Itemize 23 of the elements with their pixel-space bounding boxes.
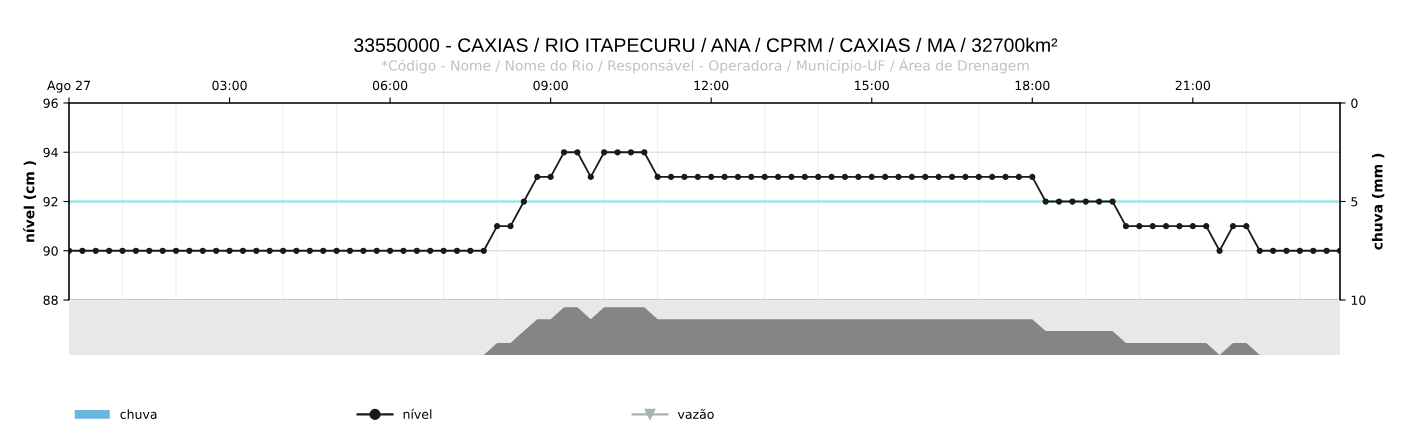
legend-label: vazão bbox=[677, 409, 714, 419]
x-tick-label: 15:00 bbox=[855, 80, 889, 91]
x-tick-label: 21:00 bbox=[1175, 80, 1211, 91]
x-tick-label: 18:00 bbox=[1015, 80, 1050, 91]
y2-tick-label: 10 bbox=[1351, 295, 1366, 305]
y2-tick-label: 0 bbox=[1351, 98, 1358, 108]
y-tick-label: 96 bbox=[43, 98, 58, 108]
chart-subtitle: *Código - Nome / Nome do Rio / Responsável - Operadora / Município-UF / Área de Drenagem bbox=[381, 57, 1029, 74]
y-axis-title: nível (cm ) bbox=[23, 161, 37, 242]
x-tick-label: 12:00 bbox=[694, 80, 729, 91]
y-tick-label: 94 bbox=[43, 147, 58, 158]
y-tick-label: 92 bbox=[43, 196, 58, 207]
x-tick-label: 03:00 bbox=[212, 80, 247, 91]
x-tick-label: 09:00 bbox=[533, 80, 568, 91]
y2-axis-title: chuva (mm ) bbox=[1371, 153, 1385, 250]
legend-label: chuva bbox=[120, 409, 157, 419]
x-tick-label: 06:00 bbox=[372, 80, 408, 91]
y2-tick-label: 5 bbox=[1351, 197, 1358, 207]
legend-label: nível bbox=[403, 408, 432, 419]
y-tick-label: 90 bbox=[43, 246, 58, 256]
chart-title: 33550000 - CAXIAS / RIO ITAPECURU / ANA / CPRM / CAXIAS / MA / 32700km² bbox=[354, 37, 1058, 53]
x-tick-label: Ago 27 bbox=[47, 80, 90, 93]
y-tick-label: 88 bbox=[43, 295, 58, 305]
